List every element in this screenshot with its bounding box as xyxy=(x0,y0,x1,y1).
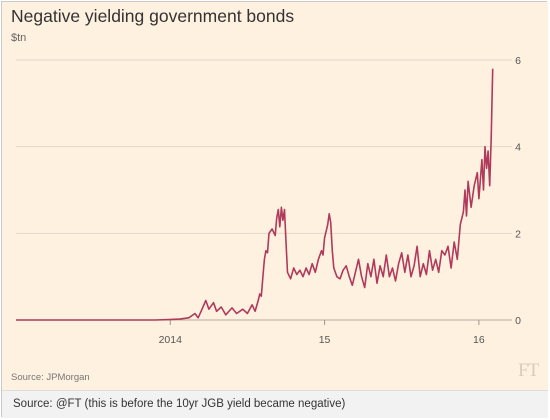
x-tick-label-1: 15 xyxy=(319,334,331,346)
y-tick-label-2: 4 xyxy=(515,142,521,154)
chart-panel: Negative yielding government bonds $tn 0… xyxy=(2,2,548,390)
x-tick-label-2: 16 xyxy=(473,334,485,346)
caption-bar: Source: @FT (this is before the 10yr JGB… xyxy=(2,390,548,418)
caption-text: Source: @FT (this is before the 10yr JGB… xyxy=(13,398,346,410)
x-tick-label-0: 2014 xyxy=(159,334,183,346)
y-tick-label-0: 0 xyxy=(515,315,521,327)
y-tick-label-3: 6 xyxy=(515,55,521,67)
ft-logo: FT xyxy=(518,360,539,381)
y-tick-label-1: 2 xyxy=(515,228,521,240)
chart-title: Negative yielding government bonds xyxy=(11,6,295,26)
series-line-0 xyxy=(16,68,494,321)
chart-plot: 0 2 4 6 2014 15 16 xyxy=(16,55,521,346)
y-axis-unit-label: $tn xyxy=(11,32,27,44)
source-note: Source: JPMorgan xyxy=(11,372,90,383)
